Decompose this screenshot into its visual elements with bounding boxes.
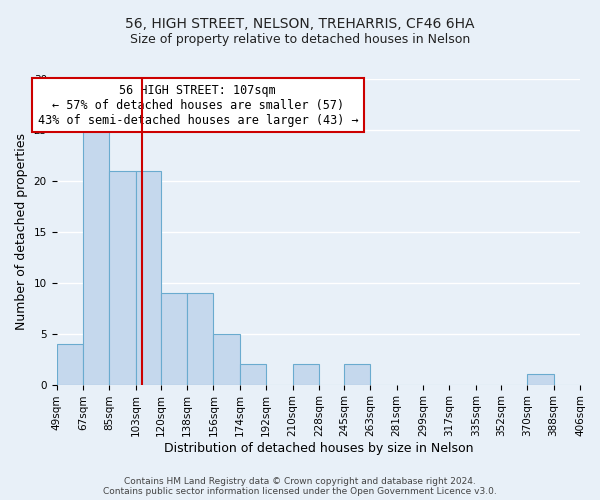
Bar: [214, 334, 240, 384]
Text: 56 HIGH STREET: 107sqm
← 57% of detached houses are smaller (57)
43% of semi-det: 56 HIGH STREET: 107sqm ← 57% of detached…: [38, 84, 358, 126]
X-axis label: Distribution of detached houses by size in Nelson: Distribution of detached houses by size …: [164, 442, 473, 455]
Bar: [344, 364, 370, 384]
Bar: [240, 364, 266, 384]
Bar: [527, 374, 554, 384]
Y-axis label: Number of detached properties: Number of detached properties: [15, 134, 28, 330]
Text: Contains public sector information licensed under the Open Government Licence v3: Contains public sector information licen…: [103, 486, 497, 496]
Text: 56, HIGH STREET, NELSON, TREHARRIS, CF46 6HA: 56, HIGH STREET, NELSON, TREHARRIS, CF46…: [125, 18, 475, 32]
Bar: [109, 170, 136, 384]
Bar: [83, 130, 109, 384]
Bar: [187, 293, 214, 384]
Bar: [293, 364, 319, 384]
Bar: [161, 293, 187, 384]
Text: Size of property relative to detached houses in Nelson: Size of property relative to detached ho…: [130, 32, 470, 46]
Bar: [136, 170, 161, 384]
Bar: [56, 344, 83, 385]
Text: Contains HM Land Registry data © Crown copyright and database right 2024.: Contains HM Land Registry data © Crown c…: [124, 476, 476, 486]
